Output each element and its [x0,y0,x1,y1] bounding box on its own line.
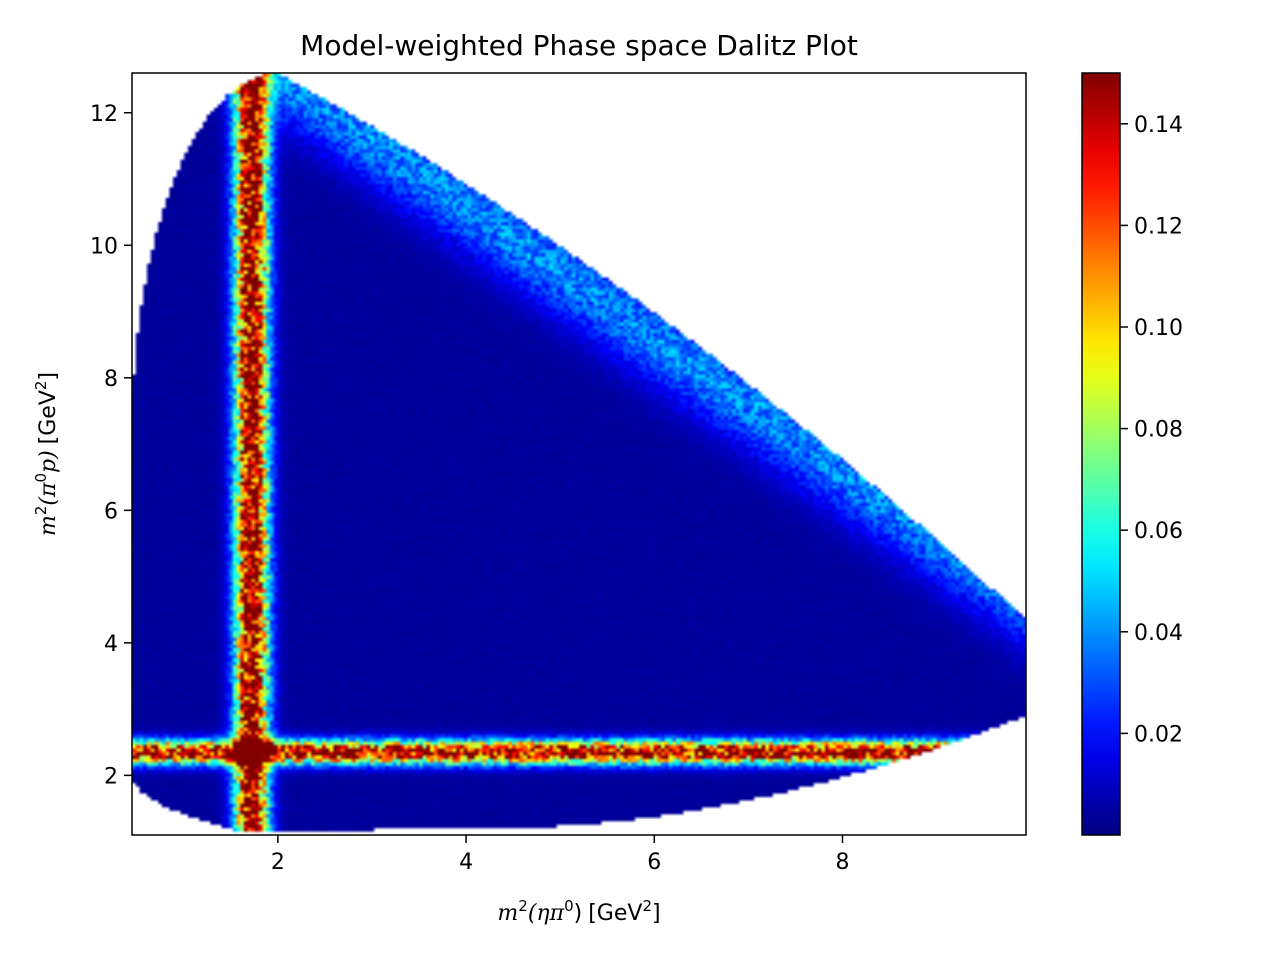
colorbar-frame [1081,72,1121,836]
y-label-inner: (π [36,482,61,506]
y-label-units-sup: 2 [32,381,50,391]
y-label-inner-sup: 0 [32,473,50,483]
y-axis-label: m2(π0p)[GeV2] [32,372,61,536]
colorbar-tick-label: 0.08 [1134,418,1183,443]
x-label-close: ) [574,901,583,926]
y-tick-label: 2 [104,764,118,789]
chart-title: Model-weighted Phase space Dalitz Plot [300,29,858,62]
x-axis-label: m2(ηπ0) [GeV2] [497,897,660,926]
plot-area [131,72,1027,836]
x-label-inner: (ηπ [528,901,565,926]
x-axis-ticks: 2 4 6 8 [271,835,849,875]
y-label-close: p) [36,450,61,473]
x-label-inner-sup: 0 [564,897,574,915]
y-label-prefix: m [36,515,61,536]
x-tick-label: 8 [835,850,849,875]
colorbar-tick-label: 0.04 [1134,621,1183,646]
y-tick-label: 8 [104,367,118,392]
heatmap-image [132,73,1026,835]
x-label-sup: 2 [518,897,528,915]
y-tick-label: 6 [104,499,118,524]
y-tick-label: 10 [90,234,118,259]
colorbar-tick-label: 0.06 [1134,519,1183,544]
colorbar-tick-label: 0.14 [1134,113,1183,138]
x-tick-label: 2 [271,850,285,875]
x-tick-label: 4 [459,850,473,875]
colorbar-gradient [1082,73,1120,835]
y-tick-label: 4 [104,632,118,657]
y-label-sup: 2 [32,506,50,516]
y-label-units: [GeV [36,390,61,444]
x-label-units-close: ] [652,901,661,926]
x-label-prefix: m [497,901,518,926]
y-label-units-close: ] [36,372,61,381]
plot-frame [131,72,1027,836]
colorbar-ticks: 0.02 0.04 0.06 0.08 0.10 0.12 0.14 [1120,113,1183,747]
x-label-units-sup: 2 [642,897,652,915]
y-tick-label: 12 [90,102,118,127]
x-tick-label: 6 [647,850,661,875]
y-axis-ticks: 2 4 6 8 10 12 [90,102,132,789]
colorbar-tick-label: 0.12 [1134,214,1183,239]
colorbar-tick-label: 0.02 [1134,722,1183,747]
colorbar: 0.02 0.04 0.06 0.08 0.10 0.12 0.14 [1081,72,1183,836]
x-label-units: [GeV [588,901,642,926]
colorbar-tick-label: 0.10 [1134,316,1183,341]
